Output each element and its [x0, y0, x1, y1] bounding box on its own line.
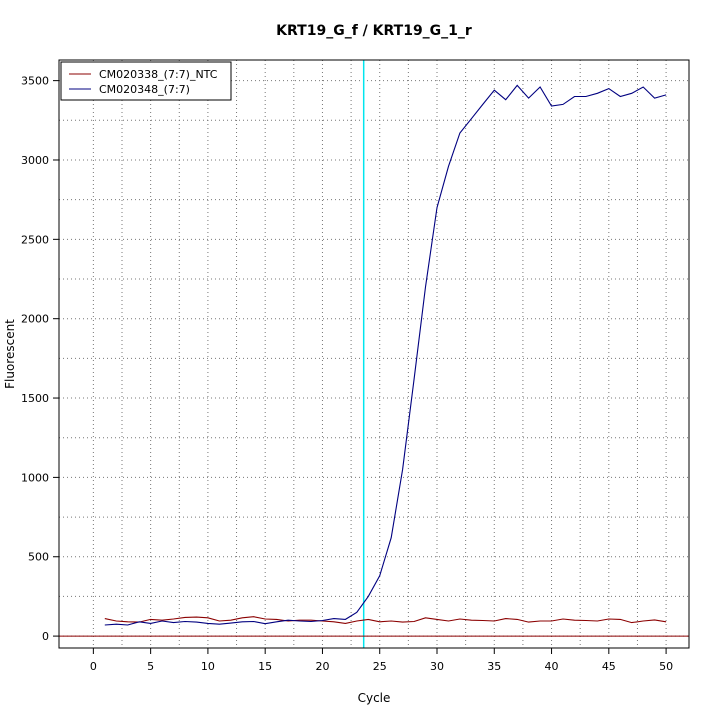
x-tick-label: 35 — [487, 660, 501, 673]
x-tick-label: 10 — [201, 660, 215, 673]
y-tick-label: 2500 — [21, 233, 49, 246]
series-layer — [104, 84, 667, 626]
chart-title: KRT19_G_f / KRT19_G_1_r — [276, 23, 472, 39]
y-tick-label: 500 — [28, 551, 49, 564]
x-tick-label: 50 — [659, 660, 673, 673]
x-tick-label: 30 — [430, 660, 444, 673]
legend: CM020338_(7:7)_NTC CM020348_(7:7) — [60, 61, 232, 101]
x-tick-label: 5 — [147, 660, 154, 673]
y-tick-label: 1500 — [21, 392, 49, 405]
y-tick-label: 1000 — [21, 471, 49, 484]
series-line-ntc — [104, 616, 667, 624]
x-tick-label: 0 — [90, 660, 97, 673]
x-tick-label: 15 — [258, 660, 272, 673]
y-tick-label: 0 — [42, 630, 49, 643]
plot-frame — [58, 59, 690, 649]
x-tick-label: 45 — [602, 660, 616, 673]
legend-label-ntc: CM020338_(7:7)_NTC — [99, 68, 218, 81]
grid — [59, 60, 689, 648]
series-line-sample — [104, 84, 667, 626]
legend-label-sample: CM020348_(7:7) — [99, 83, 190, 96]
reference-lines — [59, 60, 689, 648]
y-tick-label: 3500 — [21, 75, 49, 88]
axes: 0 5 10 15 20 25 30 35 40 45 5005001000150020002500… — [21, 75, 673, 673]
y-tick-label: 3000 — [21, 154, 49, 167]
x-tick-label: 40 — [545, 660, 559, 673]
x-tick-label: 20 — [315, 660, 329, 673]
x-axis-label: Cycle — [358, 691, 391, 705]
x-tick-label: 25 — [373, 660, 387, 673]
legend-box — [60, 61, 232, 101]
y-tick-label: 2000 — [21, 313, 49, 326]
y-axis-label: Fluorescent — [3, 319, 17, 389]
